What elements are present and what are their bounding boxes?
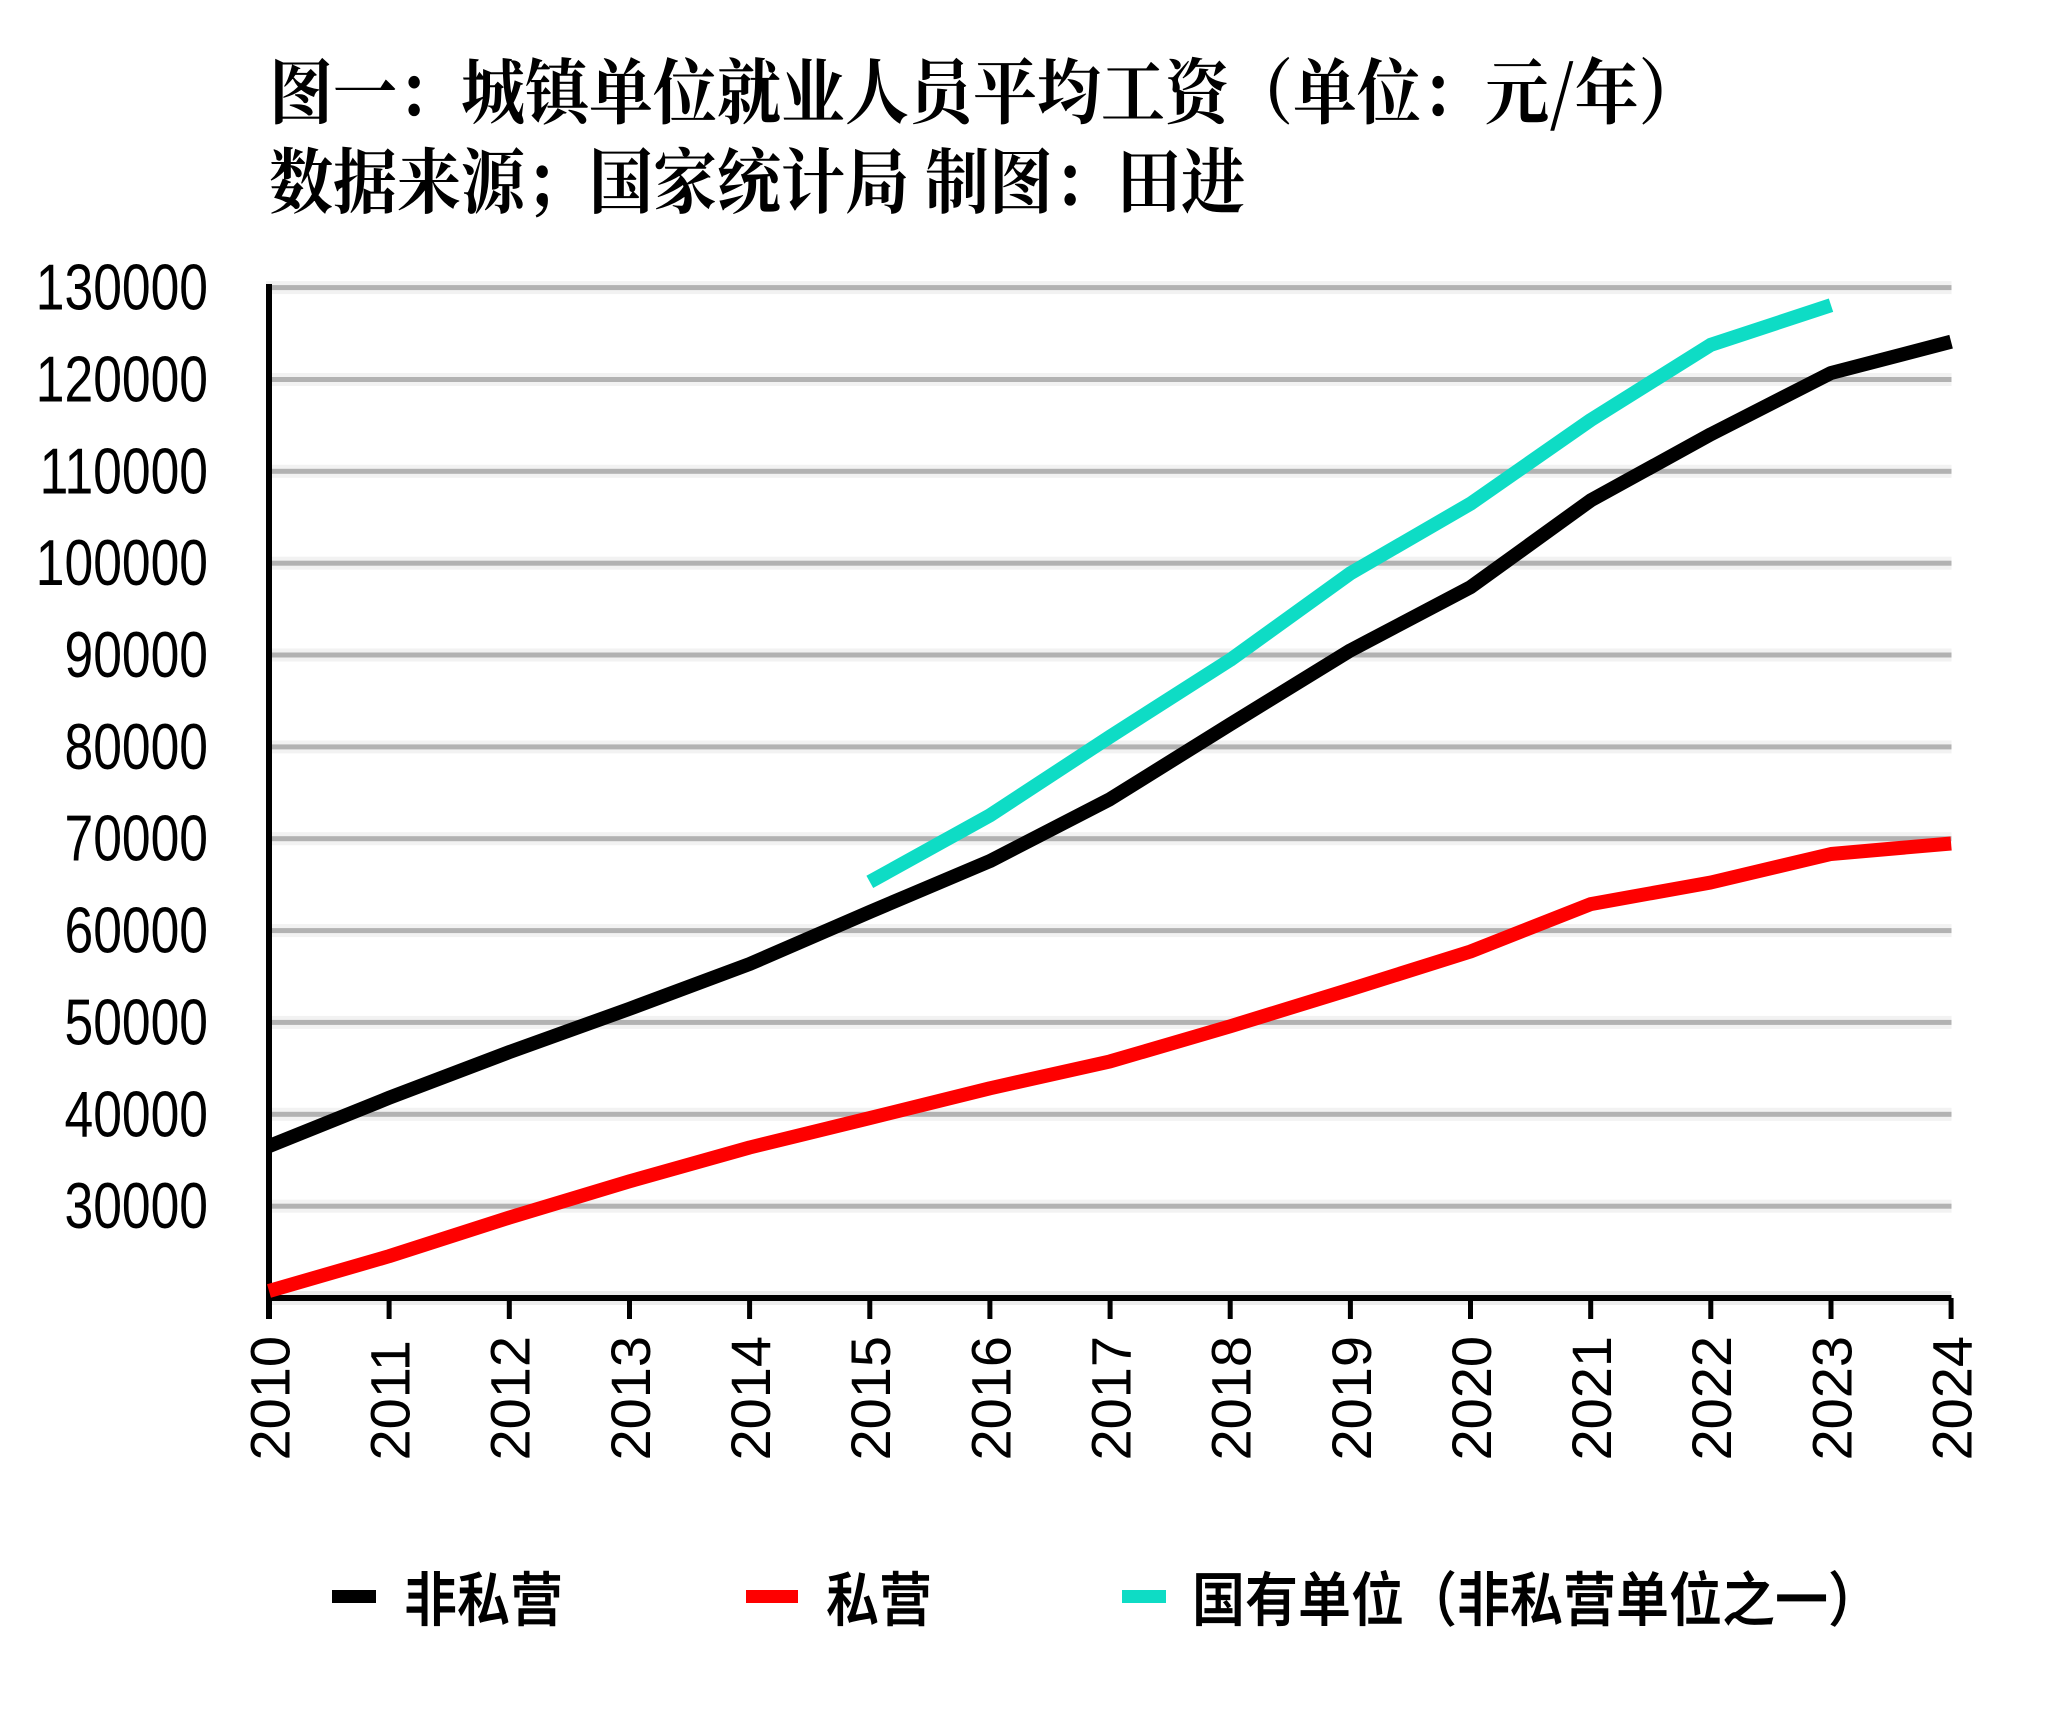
svg-text:2022: 2022 xyxy=(1680,1336,1743,1461)
svg-text:40000: 40000 xyxy=(64,1079,208,1151)
svg-text:130000: 130000 xyxy=(36,252,208,324)
svg-text:50000: 50000 xyxy=(64,987,208,1059)
svg-text:2017: 2017 xyxy=(1080,1336,1143,1461)
svg-text:120000: 120000 xyxy=(36,344,208,416)
svg-text:2018: 2018 xyxy=(1200,1336,1263,1461)
svg-text:2016: 2016 xyxy=(959,1336,1022,1461)
svg-text:90000: 90000 xyxy=(64,619,208,691)
svg-text:80000: 80000 xyxy=(64,711,208,783)
svg-text:100000: 100000 xyxy=(36,528,208,600)
svg-text:110000: 110000 xyxy=(40,436,208,508)
svg-text:30000: 30000 xyxy=(64,1171,208,1243)
svg-text:2011: 2011 xyxy=(359,1340,422,1460)
svg-text:2010: 2010 xyxy=(238,1336,301,1461)
svg-text:60000: 60000 xyxy=(64,895,208,967)
svg-text:2014: 2014 xyxy=(719,1336,782,1461)
svg-text:2015: 2015 xyxy=(839,1336,902,1461)
svg-text:2019: 2019 xyxy=(1320,1336,1383,1461)
svg-text:2013: 2013 xyxy=(599,1336,662,1461)
svg-text:2020: 2020 xyxy=(1440,1336,1503,1461)
svg-text:70000: 70000 xyxy=(64,803,208,875)
svg-text:2024: 2024 xyxy=(1921,1336,1984,1461)
svg-text:2021: 2021 xyxy=(1560,1336,1623,1461)
svg-text:2012: 2012 xyxy=(479,1336,542,1461)
svg-text:2023: 2023 xyxy=(1800,1336,1863,1461)
